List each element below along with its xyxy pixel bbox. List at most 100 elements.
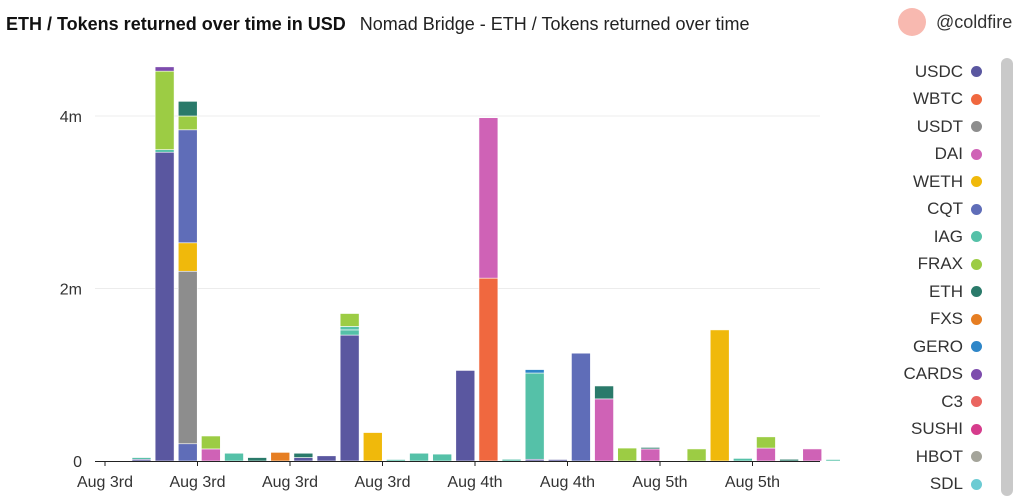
legend-item[interactable]: IAG bbox=[903, 223, 982, 251]
bar bbox=[409, 452, 429, 462]
legend-swatch bbox=[971, 121, 982, 133]
legend-swatch bbox=[971, 313, 982, 325]
x-tick-label: Aug 3rd bbox=[354, 474, 410, 491]
bar-segment-dai bbox=[640, 448, 661, 462]
legend-label: SUSHI bbox=[911, 419, 963, 439]
bar-segment-iag bbox=[224, 452, 244, 462]
bar bbox=[501, 458, 522, 462]
x-tick-label: Aug 4th bbox=[540, 474, 595, 491]
bar-segment-usdc bbox=[548, 459, 568, 462]
legend-swatch bbox=[971, 451, 982, 463]
bar bbox=[293, 452, 314, 462]
author-name[interactable]: @coldfire bbox=[936, 11, 1013, 32]
bar-segment-weth bbox=[362, 432, 383, 462]
legend-item[interactable]: USDC bbox=[903, 58, 982, 86]
bar-segment-cqt bbox=[571, 352, 591, 462]
bar-segment-eth bbox=[779, 458, 799, 462]
x-tick-label: Aug 5th bbox=[725, 474, 780, 491]
bar bbox=[455, 370, 476, 462]
legend-item[interactable]: FXS bbox=[903, 306, 982, 334]
bar-segment-cqt bbox=[177, 129, 198, 244]
legend-item[interactable]: GERO bbox=[903, 333, 982, 361]
legend-swatch bbox=[971, 368, 982, 380]
author-badge[interactable]: @coldfire bbox=[898, 8, 1012, 36]
legend-item[interactable]: USDT bbox=[903, 113, 982, 141]
bar-segment-cqt bbox=[177, 443, 198, 462]
bar-segment-eth bbox=[247, 457, 267, 462]
y-tick-label: 4m bbox=[60, 109, 82, 126]
bar bbox=[756, 436, 776, 462]
legend-item[interactable]: WETH bbox=[903, 168, 982, 196]
bar-segment-gero bbox=[524, 369, 545, 374]
legend-label: FXS bbox=[929, 309, 963, 329]
bar-segment-dai bbox=[756, 447, 776, 462]
bar-segment-frax bbox=[177, 115, 198, 131]
legend-item[interactable]: C3 bbox=[903, 388, 982, 416]
bar bbox=[825, 459, 840, 462]
bar bbox=[709, 329, 730, 462]
chart-subtitle: Nomad Bridge - ETH / Tokens returned ove… bbox=[359, 13, 750, 34]
legend-label: WBTC bbox=[912, 89, 963, 109]
bar-segment-usdc bbox=[293, 457, 314, 462]
bar-segment-weth bbox=[177, 242, 198, 272]
bar bbox=[571, 352, 591, 462]
bar bbox=[201, 435, 221, 462]
legend-item[interactable]: HBOT bbox=[903, 443, 982, 471]
legend-swatch bbox=[971, 231, 982, 243]
bar-segment-usdt bbox=[177, 270, 198, 445]
bar-segment-iag bbox=[432, 453, 452, 462]
x-tick-label: Aug 4th bbox=[447, 474, 502, 491]
bar bbox=[154, 66, 175, 462]
bar bbox=[339, 313, 360, 462]
bar-segment-weth bbox=[709, 329, 730, 462]
bar-segment-iag bbox=[386, 459, 406, 462]
bar-segment-frax bbox=[617, 447, 637, 462]
bar bbox=[640, 447, 661, 462]
legend-item[interactable]: DAI bbox=[903, 141, 982, 169]
bar bbox=[478, 117, 499, 462]
legend-item[interactable]: SDL bbox=[903, 471, 982, 499]
bar-segment-frax bbox=[686, 448, 707, 462]
legend-label: GERO bbox=[912, 336, 963, 356]
bar-segment-iag bbox=[409, 452, 429, 462]
bar-segment-iag bbox=[524, 372, 545, 460]
legend-item[interactable]: CARDS bbox=[903, 361, 982, 389]
bar-segment-dai bbox=[478, 117, 499, 279]
bar bbox=[686, 448, 707, 462]
bar-segment-iag bbox=[339, 329, 360, 336]
bar-segment-iag bbox=[339, 326, 360, 331]
avatar[interactable] bbox=[898, 8, 926, 36]
x-tick-label: Aug 3rd bbox=[77, 474, 133, 491]
chart-title: ETH / Tokens returned over time in USD bbox=[6, 13, 346, 34]
bar-segment-frax bbox=[339, 313, 360, 327]
bar-segment-wbtc bbox=[478, 277, 499, 462]
bar-segment-iag bbox=[501, 458, 522, 462]
bar-segment-frax bbox=[201, 435, 221, 450]
bar-segment-iag bbox=[825, 459, 840, 462]
x-tick-label: Aug 3rd bbox=[262, 474, 318, 491]
legend-swatch bbox=[971, 478, 982, 490]
legend-label: ETH bbox=[929, 281, 963, 301]
y-tick-label: 0 bbox=[73, 454, 82, 471]
legend-label: USDT bbox=[916, 116, 963, 136]
bar-segment-usdc bbox=[455, 370, 476, 462]
bar-segment-usdc bbox=[316, 455, 337, 462]
legend-item[interactable]: FRAX bbox=[903, 251, 982, 279]
bar bbox=[177, 101, 198, 462]
legend-swatch bbox=[971, 286, 982, 298]
legend-label: CQT bbox=[927, 199, 963, 219]
bar bbox=[617, 447, 637, 462]
bar-segment-eth bbox=[594, 385, 614, 400]
legend-scrollbar[interactable] bbox=[1001, 58, 1013, 496]
bar-segment-iag bbox=[154, 149, 175, 153]
bar-segment-usdc bbox=[154, 151, 175, 462]
legend-item[interactable]: ETH bbox=[903, 278, 982, 306]
bar bbox=[779, 458, 799, 462]
bar bbox=[432, 453, 452, 462]
legend-item[interactable]: SUSHI bbox=[903, 416, 982, 444]
bar bbox=[247, 457, 267, 462]
legend-swatch bbox=[971, 148, 982, 160]
legend-item[interactable]: CQT bbox=[903, 196, 982, 224]
chart-header: ETH / Tokens returned over time in USD N… bbox=[6, 10, 750, 38]
legend-item[interactable]: WBTC bbox=[903, 86, 982, 114]
